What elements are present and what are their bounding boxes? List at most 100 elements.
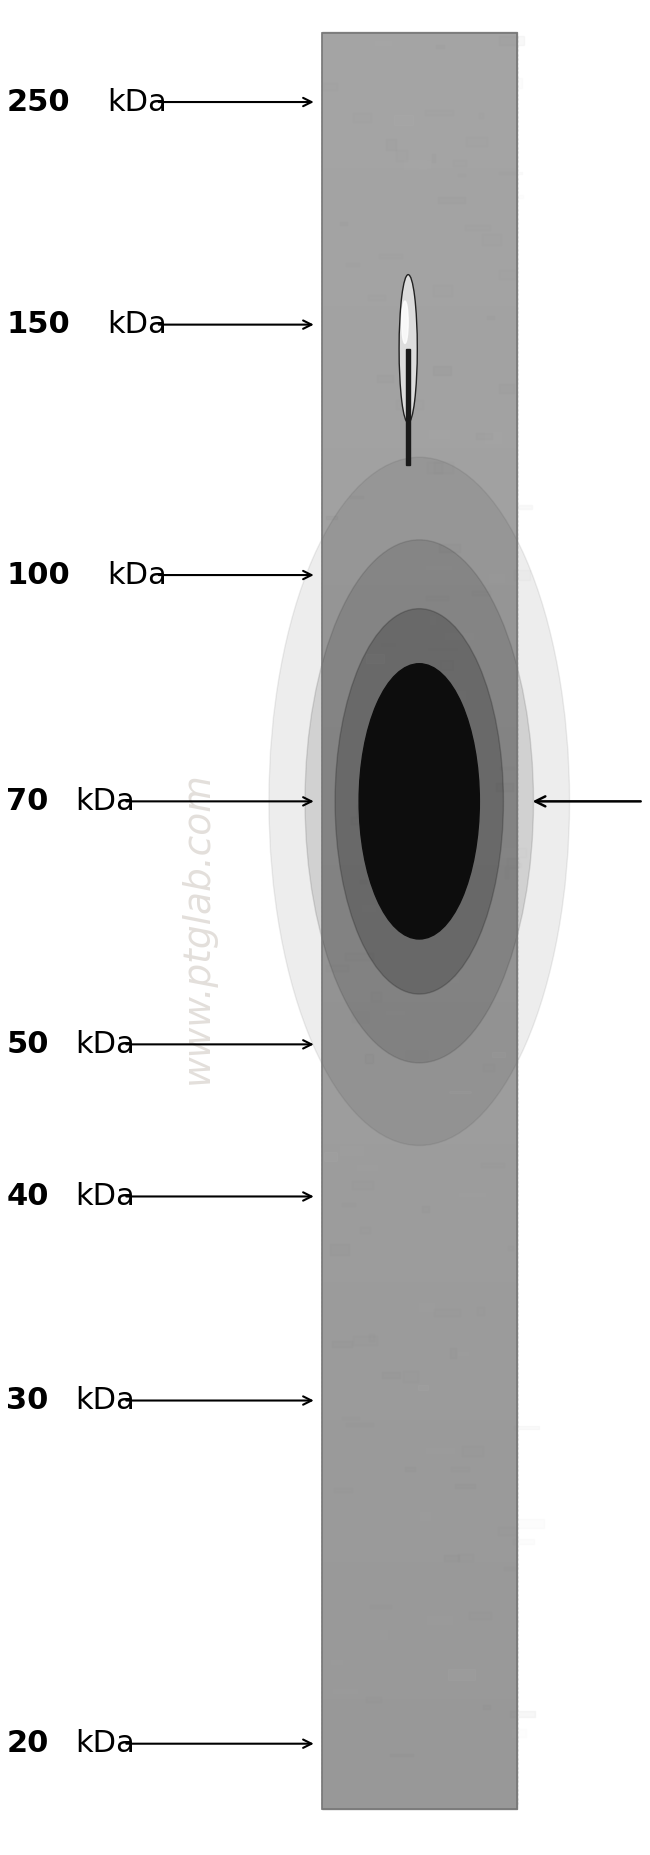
Bar [322,692,517,699]
Bar [357,1165,376,1169]
Bar [370,1605,391,1608]
Bar [322,928,517,935]
Bar [322,902,517,907]
Bar [322,812,517,818]
Bar [478,1302,487,1308]
Bar [369,1334,374,1341]
Bar [322,1740,517,1747]
Bar [322,898,517,903]
Bar [322,1146,517,1152]
Bar [462,1447,483,1456]
Bar [322,968,517,974]
Text: kDa: kDa [75,787,135,816]
Bar [322,1714,517,1720]
Bar [322,165,517,171]
Bar [322,1421,517,1426]
Bar [322,364,517,371]
Bar [382,1373,400,1378]
Bar [322,404,517,410]
Bar [322,774,517,779]
Bar [322,351,517,358]
Bar [448,1091,471,1093]
Bar [322,697,517,703]
Text: kDa: kDa [75,1030,135,1059]
Bar [322,382,517,388]
Bar [322,994,517,1002]
Bar [451,1467,469,1471]
Text: kDa: kDa [75,1182,135,1211]
Bar [322,516,517,521]
Bar [322,453,517,460]
Bar [322,538,517,544]
Bar [322,751,517,757]
Bar [322,1514,517,1519]
Bar [422,1206,428,1211]
Bar [499,384,514,393]
Bar [322,618,517,623]
Bar [439,544,460,553]
Bar [322,1549,517,1556]
Bar [322,672,517,677]
Bar [492,1052,505,1057]
Bar [322,1096,517,1104]
Bar [503,78,522,89]
Bar [322,1554,517,1560]
Bar [322,423,517,429]
Bar [322,838,517,846]
Bar [370,694,379,701]
Bar [403,1371,418,1382]
Bar [450,1349,456,1358]
Bar [322,733,517,738]
Bar [487,781,514,790]
Bar [352,113,370,122]
Bar [322,462,517,467]
Bar [466,137,487,147]
Bar [322,905,517,913]
Bar [322,1022,517,1028]
Bar [367,124,370,128]
Bar [322,338,517,343]
Bar [322,568,517,575]
Bar [322,1323,517,1330]
Bar [322,1061,517,1067]
Bar [382,644,395,646]
Bar [322,226,517,234]
Bar [361,905,374,911]
Bar [322,1185,517,1191]
Bar [500,768,514,770]
Bar [504,842,514,844]
Bar [322,134,517,139]
Bar [448,1670,475,1679]
Bar [322,582,517,588]
Bar [322,1189,517,1196]
Bar [322,130,517,135]
Bar [322,684,517,690]
Bar [507,859,519,868]
Bar [322,1154,517,1161]
Bar [322,755,517,761]
Bar [444,1554,459,1562]
Bar [352,1286,374,1295]
Bar [322,1434,517,1439]
Bar [322,276,517,282]
Bar [322,89,517,95]
Bar [322,653,517,659]
Bar [342,1417,359,1419]
Bar [483,957,493,959]
Bar [322,933,517,939]
Bar [322,1287,517,1293]
Bar [450,690,465,699]
Bar [322,32,517,37]
Bar [419,161,430,167]
Bar [322,108,517,113]
Bar [322,430,517,438]
Bar [322,1456,517,1462]
Bar [344,953,373,959]
Bar [322,1102,517,1107]
Bar [322,1399,517,1404]
Bar [322,991,517,996]
Bar [351,818,364,824]
Bar [322,1517,517,1525]
Bar [322,1532,517,1538]
Bar [322,560,517,566]
